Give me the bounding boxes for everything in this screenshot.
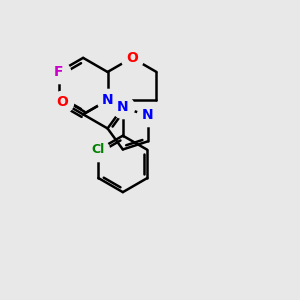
Text: O: O: [56, 95, 68, 109]
Text: Cl: Cl: [92, 143, 105, 156]
Text: O: O: [126, 51, 138, 65]
Text: N: N: [102, 93, 113, 107]
Text: N: N: [142, 109, 153, 122]
Text: F: F: [54, 65, 63, 79]
Text: N: N: [117, 100, 129, 114]
